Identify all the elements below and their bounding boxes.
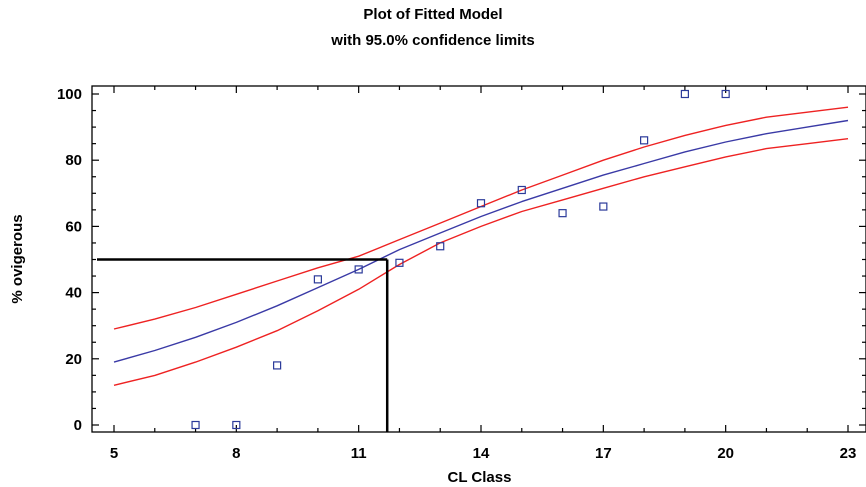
y-tick-label: 40 (65, 285, 82, 302)
data-point (599, 202, 608, 211)
y-tick-label: 20 (65, 351, 82, 368)
y-tick-label: 60 (65, 218, 82, 235)
data-point (232, 420, 241, 430)
upper-limit-curve (113, 106, 849, 330)
data-point (354, 265, 363, 274)
data-point (476, 199, 486, 208)
data-point (436, 242, 445, 251)
fitted-curve (113, 119, 849, 363)
x-tick-label: 14 (473, 445, 490, 462)
data-point (273, 361, 282, 370)
y-tick-label: 80 (65, 152, 82, 169)
lower-limit-curve (113, 138, 849, 386)
y-axis-label: % ovigerous (9, 214, 26, 303)
data-point (558, 209, 567, 218)
reference-lines (97, 258, 389, 432)
axis-ticks (92, 86, 866, 432)
data-point (313, 275, 322, 284)
data-point (640, 136, 649, 145)
data-points (191, 89, 730, 430)
x-tick-label: 17 (595, 445, 612, 462)
data-point (395, 258, 404, 267)
x-tick-label: 8 (232, 445, 240, 462)
data-point (680, 89, 689, 99)
data-point (721, 89, 730, 99)
x-tick-label: 23 (840, 445, 857, 462)
x-tick-label: 11 (351, 445, 367, 462)
chart-subtitle: with 95.0% confidence limits (331, 32, 535, 49)
y-tick-label: 0 (74, 417, 82, 434)
data-point (517, 185, 526, 195)
series-layer (113, 106, 849, 386)
chart-title: Plot of Fitted Model (363, 6, 503, 23)
axis-tick-labels: 5 8 11 14 17 20 23 0 20 40 60 80 100 (57, 86, 856, 462)
x-tick-label: 20 (717, 445, 734, 462)
y-tick-label: 100 (57, 86, 82, 103)
x-tick-label: 5 (110, 445, 118, 462)
data-point (191, 420, 200, 430)
x-axis-label: CL Class (448, 469, 512, 486)
